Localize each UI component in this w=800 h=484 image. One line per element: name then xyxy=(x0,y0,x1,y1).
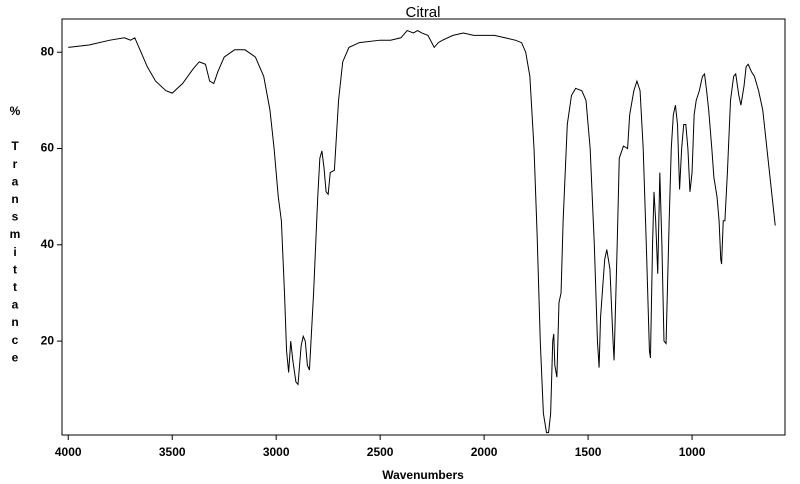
x-axis-label: Wavenumbers xyxy=(382,468,464,482)
chart-title: Citral xyxy=(405,4,440,21)
x-tick-label: 1000 xyxy=(679,445,706,459)
x-tick-label: 3000 xyxy=(263,445,290,459)
y-tick-label: 40 xyxy=(41,237,55,251)
y-axis-label: % Transmittance xyxy=(8,104,22,368)
y-tick-label: 60 xyxy=(41,141,55,155)
y-tick-label: 80 xyxy=(41,44,55,58)
x-tick-label: 4000 xyxy=(55,445,82,459)
x-tick-label: 2000 xyxy=(471,445,498,459)
spectrum-line xyxy=(68,29,776,434)
x-tick-label: 2500 xyxy=(367,445,394,459)
x-tick-label: 3500 xyxy=(159,445,186,459)
y-tick-label: 20 xyxy=(41,333,55,347)
plot-frame xyxy=(61,18,786,436)
x-tick-label: 1500 xyxy=(575,445,602,459)
